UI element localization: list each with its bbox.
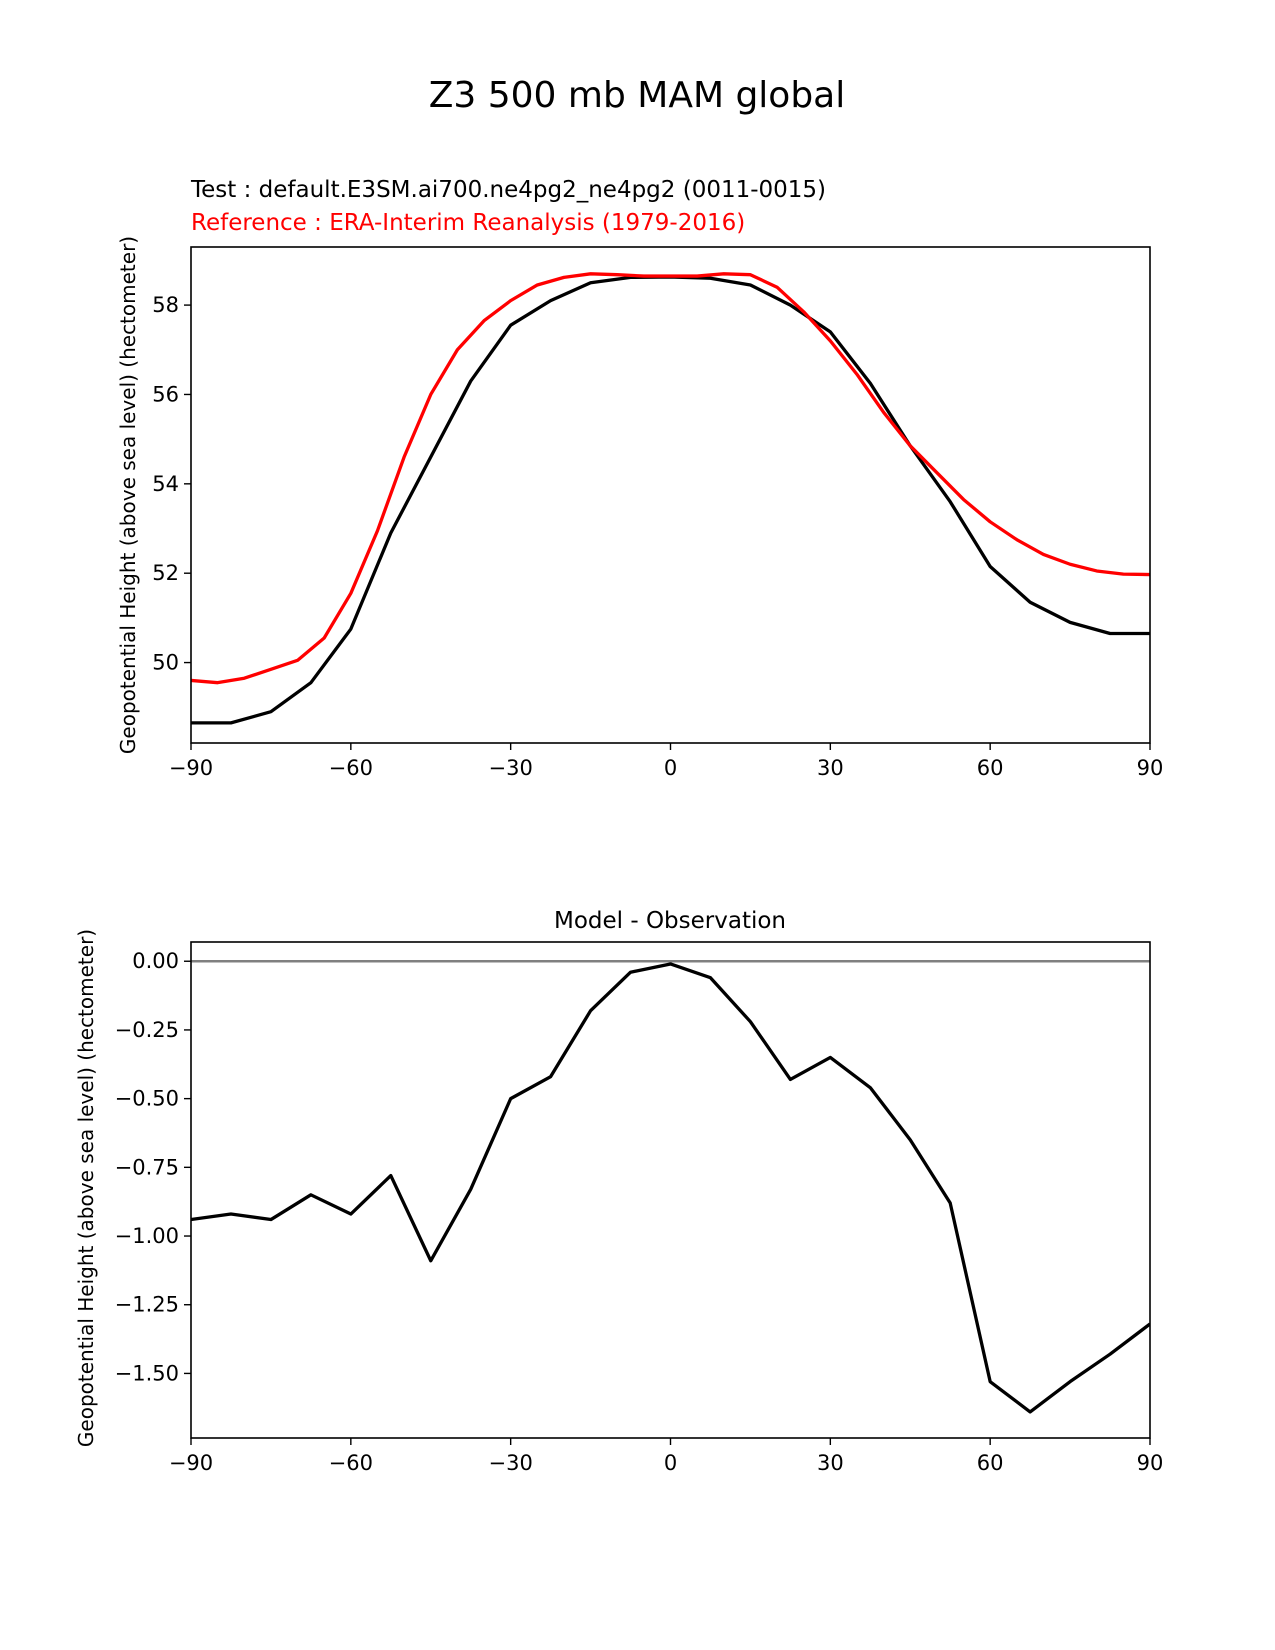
y-tick-label: 50 bbox=[152, 651, 179, 675]
y-tick-label: −0.25 bbox=[115, 1018, 179, 1042]
x-tick-label: −30 bbox=[489, 1451, 533, 1475]
figure-title: Z3 500 mb MAM global bbox=[429, 75, 846, 116]
series-line-reference bbox=[191, 272, 1150, 685]
y-tick-label: 56 bbox=[152, 382, 179, 406]
y-tick-label: 0.00 bbox=[132, 949, 179, 973]
x-tick-label: 60 bbox=[977, 756, 1004, 780]
y-tick-label: −0.50 bbox=[115, 1087, 179, 1111]
y-tick-label: 52 bbox=[152, 561, 179, 585]
bottom-plot-frame bbox=[190, 941, 1151, 1439]
bottom-ylabel: Geopotential Height (above sea level) (h… bbox=[74, 929, 98, 1447]
y-tick-label: 58 bbox=[152, 293, 179, 317]
y-tick-label: −0.75 bbox=[115, 1155, 179, 1179]
reference-label: Reference : ERA-Interim Reanalysis (1979… bbox=[191, 210, 745, 236]
y-tick-label: 54 bbox=[152, 472, 179, 496]
x-tick-label: 30 bbox=[817, 756, 844, 780]
x-tick-label: −30 bbox=[489, 756, 533, 780]
bottom-chart: Model - Observation Geopotential Height … bbox=[74, 908, 1163, 1475]
top-chart: Test : default.E3SM.ai700.ne4pg2_ne4pg2 … bbox=[116, 177, 1163, 780]
x-tick-label: −90 bbox=[169, 1451, 213, 1475]
x-tick-label: 90 bbox=[1137, 756, 1164, 780]
x-tick-label: −60 bbox=[329, 756, 373, 780]
y-tick-label: −1.50 bbox=[115, 1361, 179, 1385]
x-tick-label: 60 bbox=[977, 1451, 1004, 1475]
y-tick-label: −1.00 bbox=[115, 1224, 179, 1248]
y-tick-label: −1.25 bbox=[115, 1293, 179, 1317]
x-tick-label: 0 bbox=[664, 1451, 677, 1475]
x-tick-label: 30 bbox=[817, 1451, 844, 1475]
top-plot-frame bbox=[190, 246, 1151, 744]
test-label: Test : default.E3SM.ai700.ne4pg2_ne4pg2 … bbox=[190, 177, 826, 203]
x-tick-label: 0 bbox=[664, 756, 677, 780]
x-tick-label: −90 bbox=[169, 756, 213, 780]
bottom-title: Model - Observation bbox=[554, 908, 786, 934]
series-line-model-observation bbox=[191, 962, 1150, 1414]
top-ylabel: Geopotential Height (above sea level) (h… bbox=[116, 236, 140, 754]
x-tick-label: −60 bbox=[329, 1451, 373, 1475]
x-tick-label: 90 bbox=[1137, 1451, 1164, 1475]
